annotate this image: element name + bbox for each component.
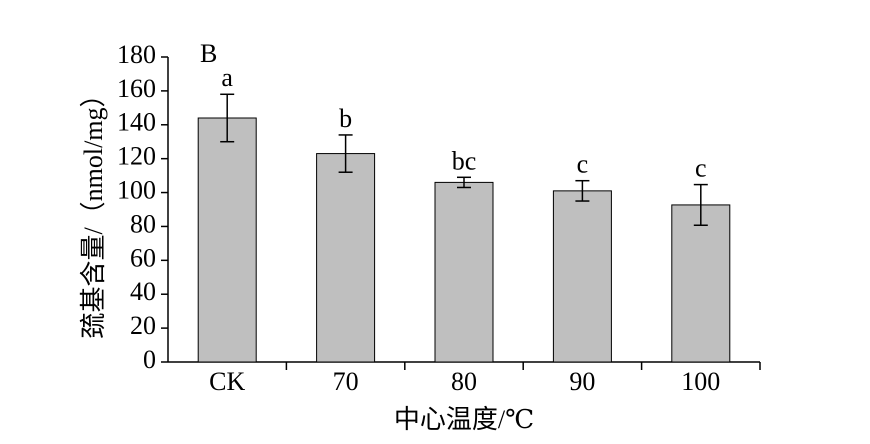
- x-axis-label: 中心温度/℃: [394, 405, 534, 434]
- bar: [671, 204, 731, 363]
- y-tick-label: 140: [117, 108, 156, 137]
- bar: [316, 153, 376, 363]
- y-tick-label: 20: [130, 311, 156, 340]
- significance-label: a: [221, 63, 233, 92]
- x-tick-label: 70: [333, 367, 359, 396]
- x-tick-label: CK: [209, 367, 245, 396]
- y-tick-label: 60: [130, 243, 156, 272]
- significance-label: bc: [452, 146, 477, 175]
- y-axis-label: 巯基含量/（nmol/mg）: [79, 81, 108, 338]
- x-tick-label: 80: [451, 367, 477, 396]
- panel-label: B: [200, 39, 217, 68]
- y-tick-label: 80: [130, 209, 156, 238]
- significance-label: c: [695, 154, 707, 183]
- y-tick-label: 100: [117, 176, 156, 205]
- y-tick-label: 40: [130, 277, 156, 306]
- y-tick-label: 160: [117, 74, 156, 103]
- y-tick-label: 120: [117, 142, 156, 171]
- bar: [552, 190, 612, 363]
- x-tick-label: 90: [569, 367, 595, 396]
- bar: [197, 117, 257, 363]
- bar: [434, 181, 494, 363]
- x-tick-label: 100: [681, 367, 720, 396]
- significance-label: b: [339, 104, 352, 133]
- y-tick-label: 180: [117, 40, 156, 69]
- significance-label: c: [577, 150, 589, 179]
- y-tick-label: 0: [143, 345, 156, 374]
